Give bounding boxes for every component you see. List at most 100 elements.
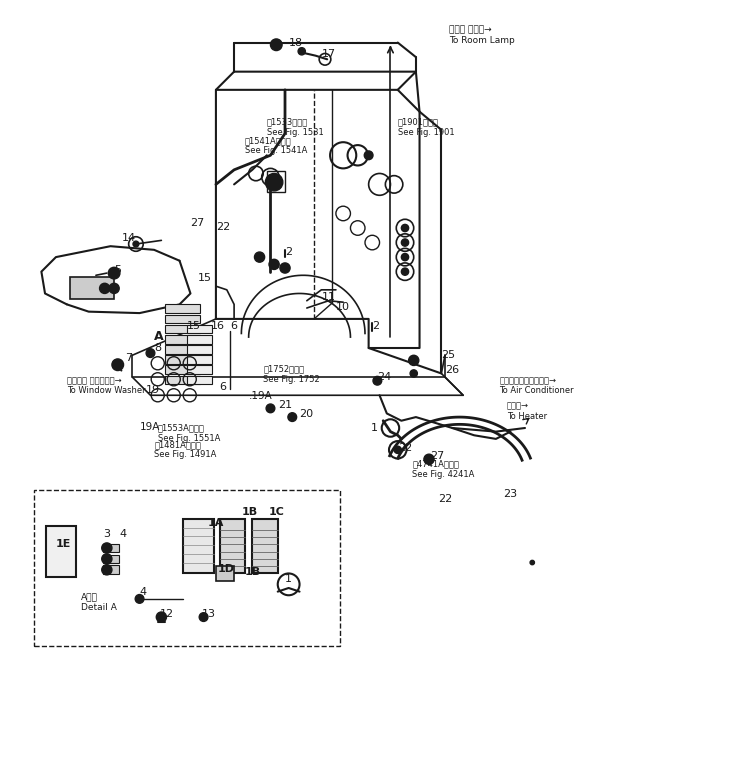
Circle shape [270, 39, 282, 50]
Text: 1B: 1B [245, 567, 261, 577]
Text: 10: 10 [336, 302, 350, 312]
Text: 1E: 1E [56, 539, 72, 549]
Circle shape [530, 560, 534, 565]
Text: 5: 5 [114, 265, 121, 275]
Bar [103, 555, 119, 563]
Text: 20: 20 [299, 408, 314, 418]
Text: ウィンド ウォッシャ→
To Window Washer: ウィンド ウォッシャ→ To Window Washer [67, 376, 145, 395]
Circle shape [298, 47, 305, 55]
Circle shape [266, 404, 274, 413]
Bar [187, 365, 212, 374]
Text: 第1481A図参照
See Fig. 1491A: 第1481A図参照 See Fig. 1491A [154, 440, 217, 459]
Circle shape [135, 594, 144, 603]
Text: 4: 4 [120, 529, 127, 539]
Text: 第1901図参照
See Fig. 1901: 第1901図参照 See Fig. 1901 [398, 118, 454, 137]
Circle shape [373, 376, 382, 385]
Text: 1A: 1A [207, 518, 223, 528]
Circle shape [112, 359, 123, 371]
Text: 13: 13 [201, 609, 215, 619]
Circle shape [199, 613, 208, 622]
Text: 22: 22 [398, 443, 412, 453]
Bar [187, 324, 212, 334]
Bar [187, 335, 212, 344]
Text: 25: 25 [442, 351, 456, 360]
Bar [187, 376, 212, 384]
Text: 1: 1 [371, 423, 378, 433]
Text: 2: 2 [372, 321, 380, 331]
Circle shape [402, 268, 409, 275]
Circle shape [410, 370, 418, 377]
Bar [220, 519, 245, 573]
Circle shape [288, 413, 296, 421]
Circle shape [146, 348, 155, 358]
Text: 2: 2 [285, 247, 292, 257]
Text: 26: 26 [445, 365, 459, 375]
Text: 27: 27 [431, 451, 445, 461]
Text: 9: 9 [270, 173, 277, 183]
Text: 24: 24 [377, 372, 391, 383]
Text: 第1752図参照
See Fig. 1752: 第1752図参照 See Fig. 1752 [264, 364, 320, 383]
Circle shape [402, 224, 409, 232]
Bar [165, 345, 200, 354]
Text: 8: 8 [154, 343, 161, 353]
Bar [103, 544, 119, 553]
Circle shape [255, 252, 265, 262]
Text: 22: 22 [216, 222, 230, 232]
Text: エアーコンディショナ→
To Air Conditioner: エアーコンディショナ→ To Air Conditioner [499, 376, 575, 395]
Circle shape [108, 267, 120, 279]
Circle shape [266, 174, 283, 191]
Text: 6: 6 [231, 321, 237, 331]
Bar [183, 519, 214, 573]
Circle shape [364, 151, 373, 160]
Text: 19A: 19A [139, 421, 160, 431]
Text: 1C: 1C [269, 508, 285, 518]
Circle shape [101, 565, 112, 575]
Circle shape [99, 283, 109, 293]
Bar [165, 355, 200, 364]
Circle shape [409, 355, 419, 365]
Circle shape [424, 454, 434, 464]
Text: 1: 1 [285, 574, 292, 584]
Bar [253, 519, 277, 573]
Text: 18: 18 [288, 38, 303, 47]
Text: 第4741A図参照
See Fig. 4241A: 第4741A図参照 See Fig. 4241A [412, 459, 475, 479]
Text: 第1533図参照
See Fig. 1531: 第1533図参照 See Fig. 1531 [267, 118, 323, 137]
Circle shape [394, 446, 402, 453]
Text: 3: 3 [103, 529, 110, 539]
Circle shape [101, 554, 112, 564]
Circle shape [269, 259, 279, 269]
Text: 1B: 1B [242, 508, 258, 518]
Text: 第1553A図参照
See Fig. 1551A: 第1553A図参照 See Fig. 1551A [158, 423, 220, 442]
Bar [165, 324, 200, 334]
Bar [103, 566, 119, 574]
Circle shape [101, 543, 112, 553]
Bar [165, 314, 200, 324]
Text: A荻図
Detail A: A荻図 Detail A [81, 593, 118, 612]
Circle shape [402, 254, 409, 261]
Circle shape [133, 241, 139, 247]
Bar [165, 376, 200, 384]
Text: 16: 16 [211, 321, 225, 331]
Text: 6: 6 [220, 382, 226, 392]
Text: 15: 15 [187, 321, 201, 331]
Circle shape [156, 612, 166, 622]
Text: 21: 21 [277, 400, 292, 410]
Text: ルーム ランプ→
To Room Lamp: ルーム ランプ→ To Room Lamp [449, 26, 515, 45]
Text: 19: 19 [145, 385, 159, 395]
Text: 15: 15 [198, 272, 212, 282]
Circle shape [280, 263, 290, 273]
Bar [216, 566, 234, 580]
Bar [165, 365, 200, 374]
Text: 1D: 1D [218, 564, 235, 574]
Text: 14: 14 [121, 233, 136, 243]
Text: 7: 7 [125, 352, 132, 362]
Text: 17: 17 [321, 50, 336, 59]
Text: ヒータ→
To Heater: ヒータ→ To Heater [507, 401, 547, 421]
Text: A: A [154, 330, 164, 343]
Text: 11: 11 [321, 293, 335, 302]
Text: .19A: .19A [249, 391, 272, 401]
Bar [34, 490, 339, 646]
Bar [71, 278, 114, 300]
Bar [187, 345, 212, 354]
Circle shape [402, 239, 409, 246]
